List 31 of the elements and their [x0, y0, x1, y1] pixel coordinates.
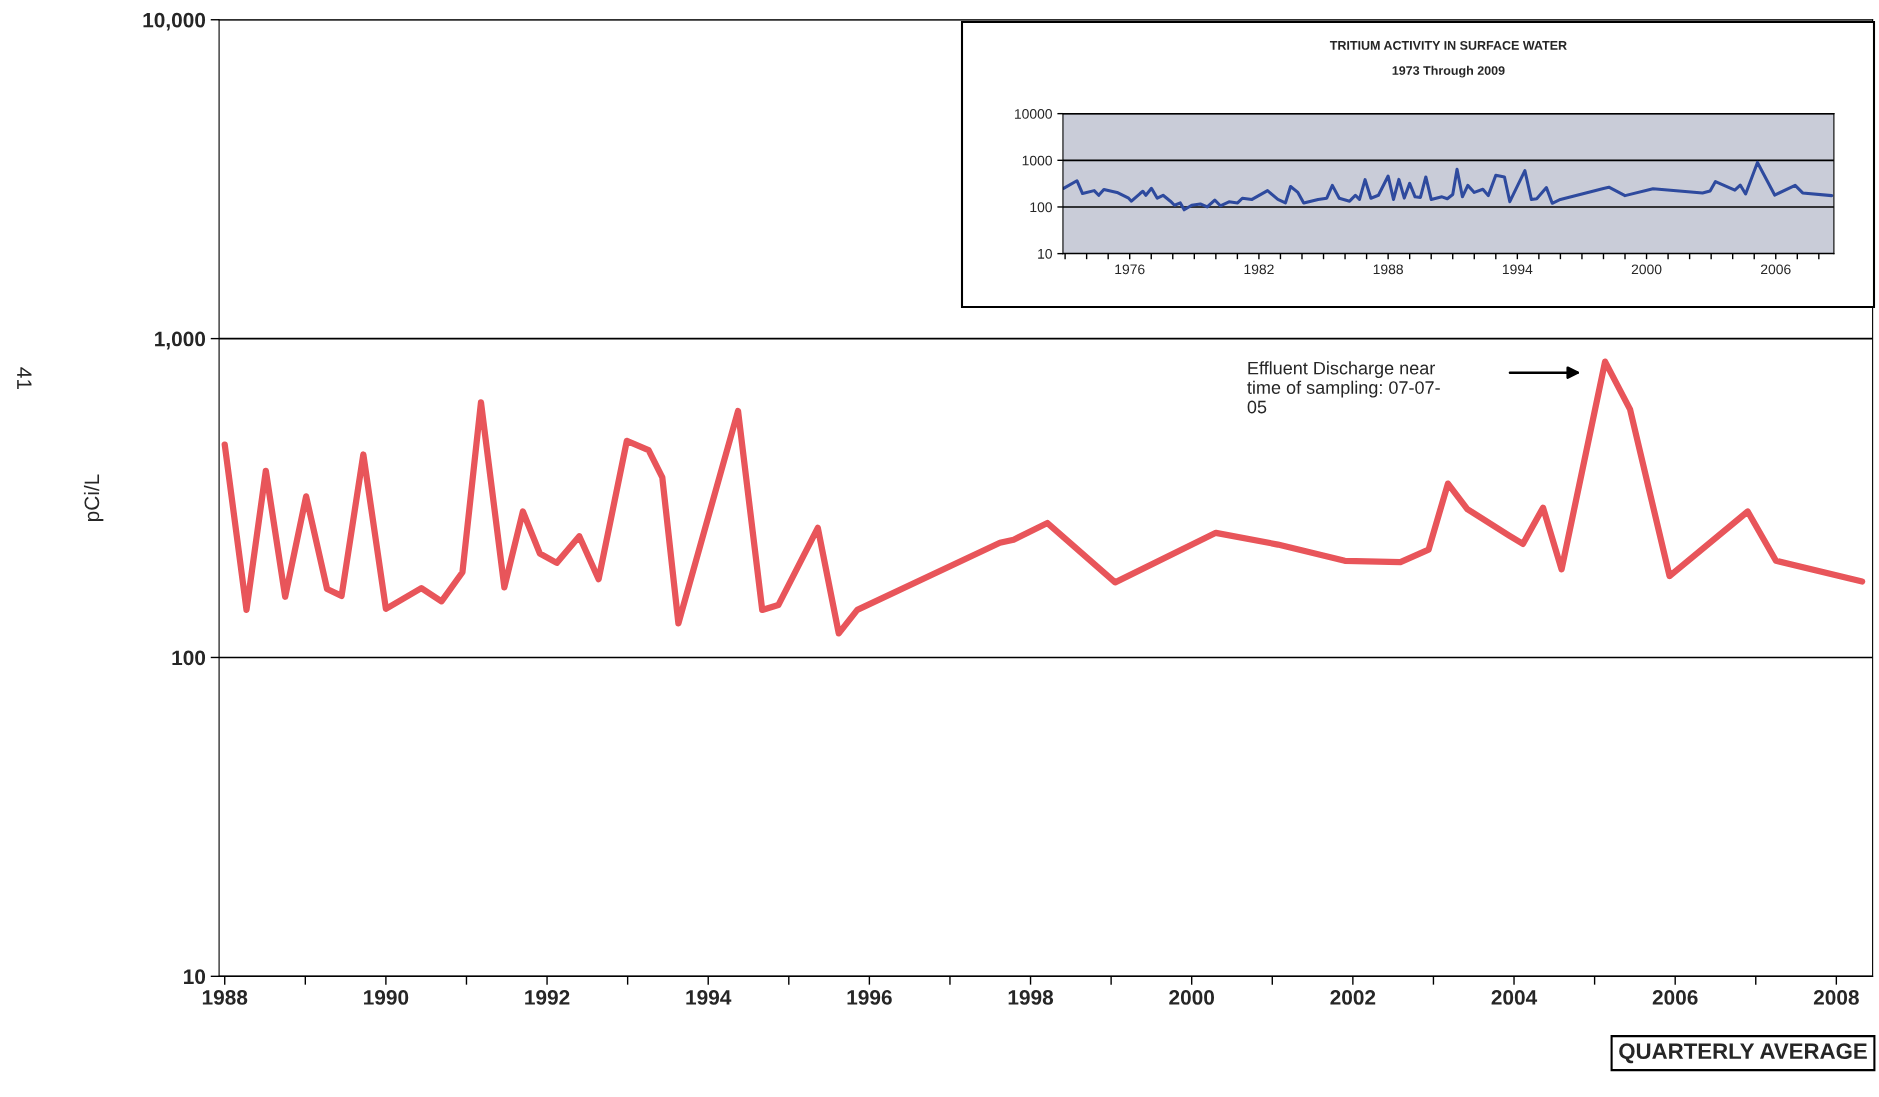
- x-tick-label: 1990: [364, 990, 409, 1005]
- x-tick-label: 2008: [1813, 990, 1859, 1005]
- x-tick-label: 2006: [1652, 990, 1698, 1005]
- y-tick-label: 10000: [1014, 108, 1052, 119]
- y-axis-title: pCi/L: [83, 474, 104, 522]
- y-tick-label: 100: [172, 650, 206, 666]
- chart-title: TRITIUM ACTIVITY IN SURFACE WATER: [1329, 40, 1567, 50]
- y-tick-label: 10: [1038, 248, 1052, 259]
- x-tick-label: 2000: [1169, 990, 1215, 1005]
- x-tick-label: 1988: [202, 990, 248, 1005]
- text: 41: [17, 367, 32, 390]
- annotation: Effluent Discharge near time of sampling: 07-07- 05: [1247, 361, 1440, 414]
- x-tick-label: 2004: [1491, 990, 1538, 1005]
- x-tick-label: 1998: [1008, 990, 1054, 1005]
- y-tick-label: 10: [184, 969, 206, 985]
- text: QUARTERLY AVERAGE: [1619, 1043, 1867, 1064]
- x-tick-label: 1976: [1115, 264, 1145, 275]
- y-tick-label: 1,000: [155, 331, 206, 350]
- x-tick-label: 1988: [1373, 264, 1403, 275]
- x-tick-label: 1996: [847, 990, 892, 1005]
- x-tick-label: 2002: [1330, 990, 1376, 1005]
- x-tick-label: 1982: [1244, 264, 1274, 275]
- x-tick-label: 2000: [1631, 264, 1662, 275]
- y-tick-label: 1000: [1022, 155, 1052, 166]
- x-tick-label: 1994: [686, 990, 732, 1005]
- x-tick-label: 1992: [525, 990, 570, 1005]
- x-tick-label: 2006: [1761, 264, 1791, 275]
- y-tick-label: 100: [1030, 202, 1052, 213]
- x-tick-label: 1994: [1502, 264, 1533, 275]
- chart-subtitle: 1973 Through 2009: [1392, 65, 1505, 78]
- y-tick-label: 10,000: [143, 12, 206, 31]
